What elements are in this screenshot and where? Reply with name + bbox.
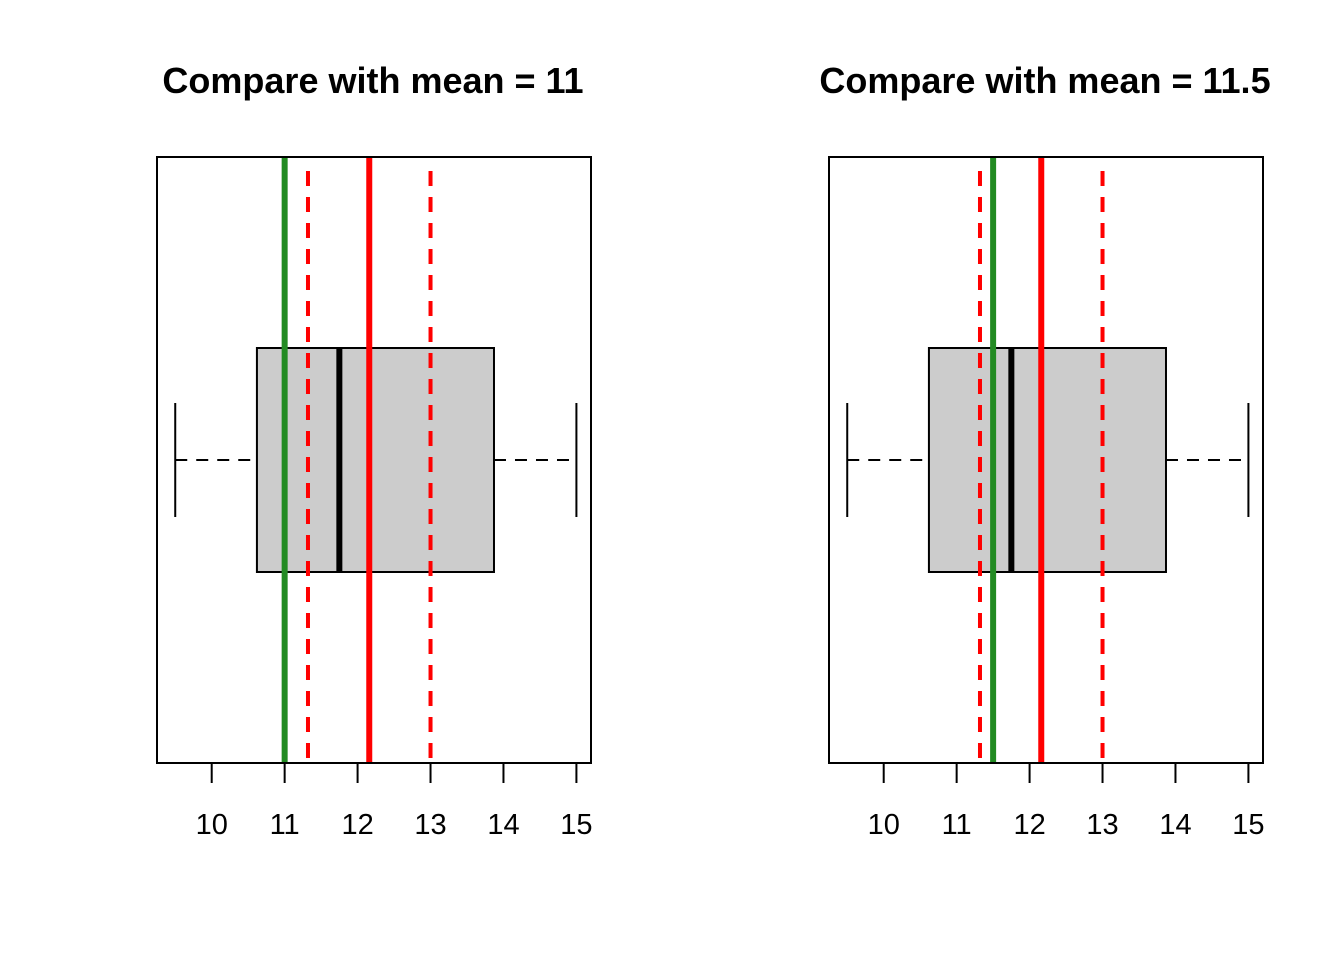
x-tick-label: 11 [270,809,300,841]
x-tick-label: 12 [1013,809,1045,841]
right-boxplot-panel: Compare with mean = 11.5 10 11 12 13 14 15 [819,60,1270,841]
x-tick-label: 14 [1159,809,1191,841]
x-tick-label: 14 [487,809,519,841]
x-tick-label: 12 [341,809,373,841]
x-tick-label: 11 [942,809,972,841]
chart-title: Compare with mean = 11 [162,60,583,101]
chart-title: Compare with mean = 11.5 [819,60,1270,101]
x-tick-label: 10 [196,809,228,841]
plot-frame [156,156,592,764]
x-tick-label: 15 [560,809,592,841]
left-boxplot-panel: Compare with mean = 11 10 11 12 13 14 15 [156,60,593,841]
x-tick-label: 13 [414,809,446,841]
x-tick-label: 10 [868,809,900,841]
interquartile-box [255,347,495,573]
interquartile-box [927,347,1167,573]
plot-frame [828,156,1264,764]
x-tick-label: 13 [1086,809,1118,841]
x-tick-label: 15 [1232,809,1264,841]
